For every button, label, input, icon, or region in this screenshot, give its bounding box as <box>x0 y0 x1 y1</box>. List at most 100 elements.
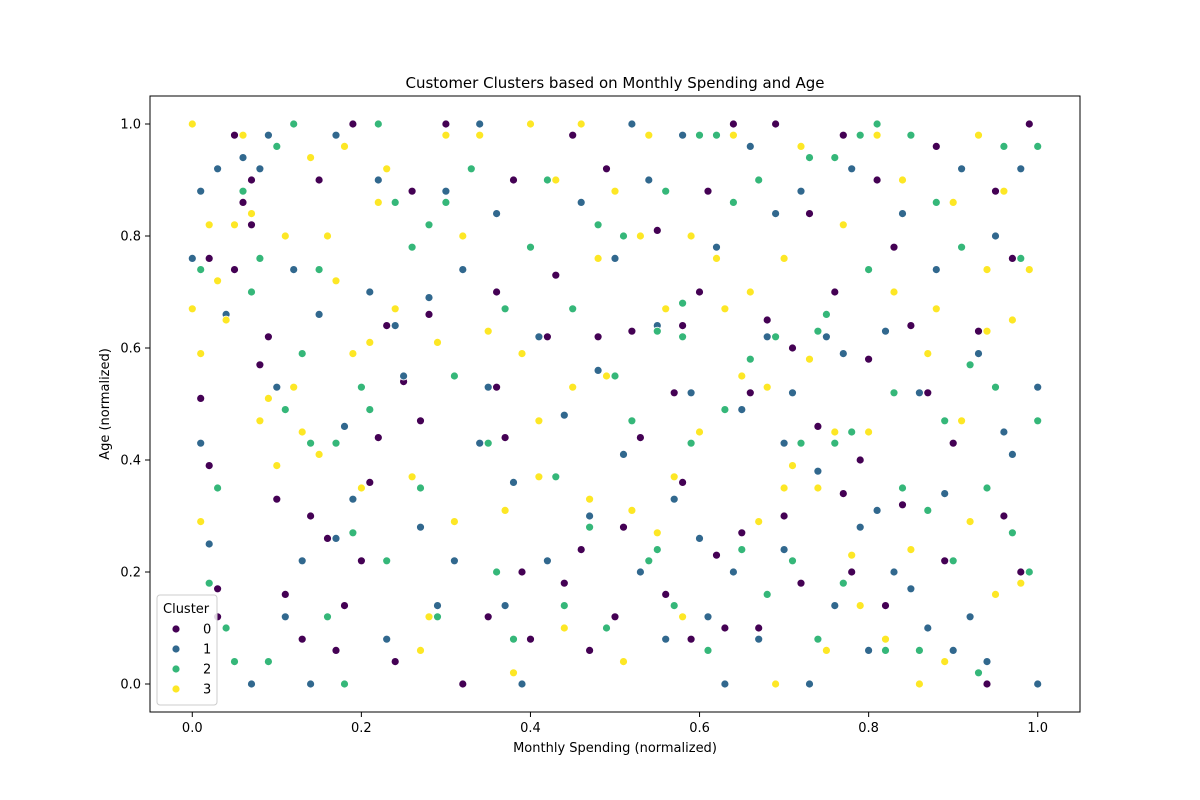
data-point <box>1016 164 1026 174</box>
data-point <box>500 505 510 515</box>
data-point <box>238 197 248 207</box>
data-point <box>416 416 425 426</box>
data-point <box>568 382 578 392</box>
data-point <box>559 623 569 633</box>
data-point <box>872 130 882 140</box>
legend-marker <box>171 624 181 634</box>
data-point <box>762 382 772 392</box>
data-point <box>923 388 933 398</box>
data-point <box>948 197 958 207</box>
data-point <box>915 679 924 689</box>
legend-label: 0 <box>203 623 211 638</box>
data-point <box>923 623 933 633</box>
data-point <box>762 332 772 342</box>
data-point <box>365 337 375 347</box>
data-point <box>796 578 806 588</box>
data-point <box>551 270 561 280</box>
data-point <box>348 494 358 504</box>
data-point <box>805 209 814 219</box>
data-point <box>289 382 299 392</box>
data-point <box>729 130 738 140</box>
data-point <box>636 567 645 577</box>
data-point <box>255 416 265 426</box>
data-point <box>669 601 679 610</box>
data-point <box>982 265 992 275</box>
data-point <box>796 186 806 196</box>
data-point <box>1033 382 1043 392</box>
data-point <box>449 517 459 526</box>
data-point <box>788 388 797 398</box>
legend-item: 0 <box>171 623 211 638</box>
data-point <box>407 242 417 252</box>
data-point <box>365 287 375 297</box>
data-point <box>678 612 687 622</box>
data-point <box>906 584 916 594</box>
data-point <box>754 517 764 526</box>
data-point <box>263 657 273 666</box>
data-point <box>509 477 518 487</box>
data-point <box>754 634 764 644</box>
data-point <box>373 119 383 129</box>
data-point <box>475 119 485 129</box>
data-point <box>263 393 273 403</box>
data-point <box>297 349 307 359</box>
data-point <box>306 511 316 521</box>
data-point <box>314 449 324 459</box>
data-point <box>1016 567 1026 577</box>
data-point <box>610 186 620 196</box>
data-point <box>247 287 256 297</box>
data-point <box>356 556 366 566</box>
data-point <box>382 164 392 174</box>
data-point <box>931 304 941 314</box>
data-point <box>737 371 747 381</box>
data-point <box>196 186 206 196</box>
data-point <box>449 371 459 381</box>
data-point <box>822 332 831 342</box>
data-point <box>585 522 594 532</box>
legend-marker <box>171 664 181 674</box>
data-point <box>365 405 375 415</box>
data-point <box>712 253 721 263</box>
data-point <box>475 438 485 448</box>
data-point <box>745 354 755 364</box>
data-point <box>187 119 197 129</box>
data-point <box>390 321 400 331</box>
data-point <box>619 522 628 532</box>
data-point <box>889 567 899 577</box>
data-point <box>433 337 442 347</box>
data-point <box>889 287 899 297</box>
data-point <box>602 371 611 381</box>
data-point <box>331 438 341 448</box>
data-point <box>788 556 797 566</box>
data-point <box>745 388 755 398</box>
data-point <box>745 141 755 151</box>
data-point <box>373 175 383 185</box>
data-point <box>187 253 197 263</box>
data-point <box>585 511 594 521</box>
data-point <box>906 545 916 554</box>
legend-title: Cluster <box>163 602 210 617</box>
data-point <box>458 231 468 241</box>
series-1 <box>187 119 1043 689</box>
data-point <box>255 360 265 370</box>
data-point <box>999 511 1009 521</box>
data-point <box>822 646 831 655</box>
data-point <box>492 287 502 297</box>
data-point <box>483 326 493 336</box>
data-point <box>340 141 349 151</box>
data-point <box>636 433 645 443</box>
data-point <box>686 634 696 644</box>
data-point <box>872 505 882 515</box>
y-axis-label: Age (normalized) <box>98 348 113 460</box>
y-tick-label: 0.0 <box>120 678 141 693</box>
chart-title: Customer Clusters based on Monthly Spend… <box>405 74 824 92</box>
data-point <box>762 590 772 599</box>
data-point <box>297 634 307 644</box>
data-point <box>669 388 679 398</box>
data-point <box>729 119 738 129</box>
data-point <box>813 421 823 431</box>
data-point <box>898 500 907 510</box>
data-point <box>999 427 1009 437</box>
data-point <box>974 349 983 359</box>
